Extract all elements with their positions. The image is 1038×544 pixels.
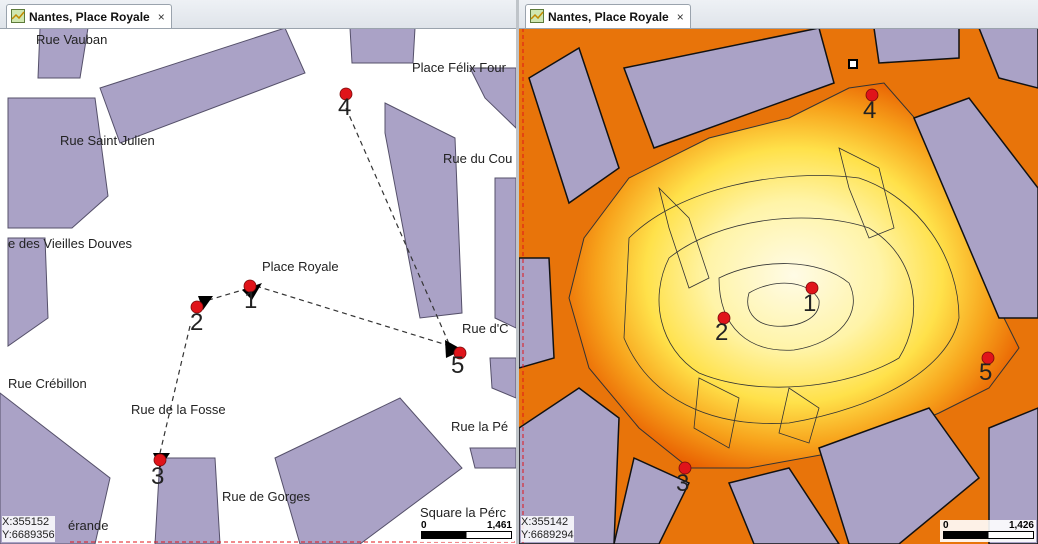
coordinate-y: Y:6689356: [2, 529, 55, 541]
building: [274, 397, 463, 544]
waypoint-marker-4: [339, 87, 353, 101]
scale-max: 1,461: [486, 520, 512, 531]
building: [489, 357, 516, 399]
waypoint-label-4: 4: [863, 97, 876, 124]
waypoint-markers: [678, 88, 995, 475]
scale-bar: 0 1,461: [418, 520, 514, 542]
scale-min: 0: [943, 520, 949, 531]
building: [37, 28, 89, 79]
building: [988, 407, 1038, 544]
waypoint-marker-5: [453, 346, 467, 360]
tab-nantes-place-royale[interactable]: Nantes, Place Royale ×: [6, 4, 172, 28]
waypoint-label-1: 1: [244, 287, 257, 314]
heat-area: [568, 82, 1020, 469]
street-label: Rue d'C: [462, 321, 509, 336]
waypoint-label-3: 3: [151, 463, 164, 490]
waypoint-label-5: 5: [451, 352, 464, 379]
close-icon[interactable]: ×: [157, 9, 165, 24]
coordinate-x: X:355152: [2, 516, 50, 528]
building: [384, 102, 463, 319]
waypoint-marker-3: [678, 461, 692, 475]
waypoint-marker-2: [190, 300, 204, 314]
street-label: Rue de Gorges: [222, 489, 311, 504]
street-label: érande: [68, 518, 108, 533]
buildings: [519, 28, 1038, 544]
building: [469, 447, 516, 469]
tab-title: Nantes, Place Royale: [548, 9, 669, 24]
scale-ruler: [943, 531, 1034, 539]
building: [613, 456, 691, 544]
building: [519, 387, 620, 544]
coordinate-y: Y:6689294: [521, 529, 574, 541]
waypoint-label-2: 2: [715, 319, 728, 346]
building: [519, 257, 555, 369]
building: [528, 46, 620, 205]
tab-title: Nantes, Place Royale: [29, 9, 150, 24]
waypoint-label-5: 5: [979, 359, 992, 386]
waypoint-label-1: 1: [803, 290, 816, 317]
building: [0, 392, 111, 544]
street-label: Rue de la Fosse: [131, 402, 226, 417]
street-label: Rue du Cou: [443, 151, 512, 166]
street-label: Place Félix Four: [412, 60, 507, 75]
street-label: Square la Pérc: [420, 505, 506, 520]
map-icon: [530, 9, 544, 23]
building: [818, 407, 981, 544]
scale-ruler: [421, 531, 512, 539]
map-panel-left: Nantes, Place Royale ×: [0, 0, 516, 544]
building: [154, 457, 221, 544]
map-icon: [11, 9, 25, 23]
waypoint-label-4: 4: [338, 94, 351, 121]
street-label: Rue Saint Julien: [60, 133, 155, 148]
street-label: e des Vieilles Douves: [8, 236, 133, 251]
marker-square: [848, 59, 858, 69]
building: [978, 28, 1038, 89]
street-label: Place Royale: [262, 259, 339, 274]
waypoint-marker-4: [865, 88, 879, 102]
split-divider[interactable]: [516, 0, 519, 544]
waypoint-marker-1: [243, 279, 257, 293]
close-icon[interactable]: ×: [676, 9, 684, 24]
street-label: Rue Vauban: [36, 32, 107, 47]
building: [494, 177, 516, 329]
waypoint-marker-1: [805, 281, 819, 295]
scale-bar: 0 1,426: [940, 520, 1036, 542]
building: [727, 467, 840, 544]
scale-max: 1,426: [1008, 520, 1034, 531]
waypoint-marker-2: [717, 311, 731, 325]
street-label: Rue Crébillon: [8, 376, 87, 391]
scale-min: 0: [421, 520, 427, 531]
waypoint-label-3: 3: [676, 470, 689, 497]
heatmap-canvas[interactable]: 1 2 3 4 5 X:355142 Y:6689294 0 1,426: [519, 28, 1038, 544]
street-label: Rue la Pé: [451, 419, 508, 434]
coordinate-readout: X:355152 Y:6689356: [2, 516, 55, 542]
arrow-icon: [445, 340, 463, 358]
building: [7, 97, 109, 229]
buildings: [0, 28, 516, 544]
coordinate-readout: X:355142 Y:6689294: [521, 516, 574, 542]
building: [622, 28, 835, 149]
waypoint-marker-5: [981, 351, 995, 365]
waypoint-marker-3: [153, 453, 167, 467]
building: [7, 237, 49, 347]
contours: [623, 147, 960, 449]
tab-bar: Nantes, Place Royale ×: [0, 0, 516, 29]
building: [913, 97, 1038, 319]
map-canvas[interactable]: 1 2 3 4 5 Rue Vauban Place Félix Four Ru…: [0, 28, 516, 544]
waypoint-label-2: 2: [190, 309, 203, 336]
waypoint-markers: [153, 87, 467, 467]
building: [349, 28, 416, 64]
building: [469, 67, 516, 129]
coordinate-x: X:355142: [521, 516, 569, 528]
building: [99, 28, 306, 144]
map-panel-right: Nantes, Place Royale ×: [519, 0, 1038, 544]
building: [873, 28, 960, 64]
tab-bar: Nantes, Place Royale ×: [519, 0, 1038, 29]
tab-nantes-place-royale[interactable]: Nantes, Place Royale ×: [525, 4, 691, 28]
